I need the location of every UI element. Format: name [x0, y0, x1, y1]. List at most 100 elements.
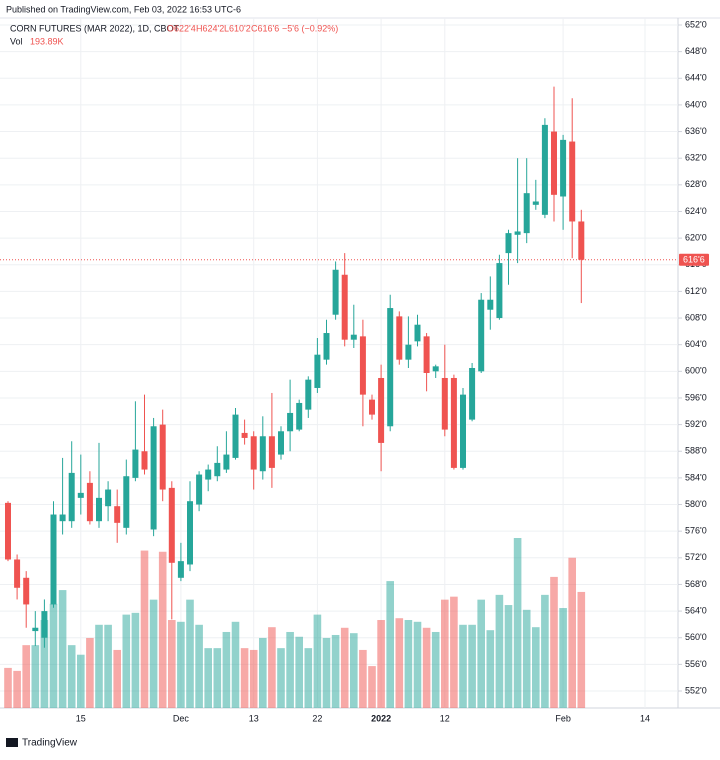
candle-body [423, 336, 430, 373]
volume-bar [495, 594, 504, 708]
y-tick-label: 564'0 [685, 605, 707, 615]
candle-body [378, 377, 385, 443]
volume-bar [186, 599, 194, 708]
ohlc-high: H624'2 [196, 23, 224, 33]
candle-body [59, 514, 66, 522]
candle-body [523, 193, 530, 234]
y-tick-label: 552'0 [685, 685, 707, 695]
candle-body [541, 124, 548, 215]
y-tick-label: 628'0 [685, 179, 707, 189]
candle-body [250, 436, 257, 470]
volume-bar [577, 591, 586, 708]
volume-bar [231, 621, 240, 708]
volume-bar [331, 634, 340, 708]
candle-body [77, 492, 84, 498]
y-tick-label: 620'0 [685, 232, 707, 242]
candle-body [196, 474, 203, 505]
vol-layer [4, 538, 586, 708]
volume-bar [86, 637, 94, 708]
candle-body [314, 354, 321, 388]
x-tick-label: 13 [249, 713, 259, 723]
volume-bar [122, 614, 131, 708]
candle-body [414, 324, 421, 342]
candle-body [159, 424, 166, 490]
candle-body [96, 497, 102, 522]
candle-body [278, 431, 284, 455]
volume-name: Vol [10, 36, 23, 46]
y-tick-label: 648'0 [685, 46, 707, 56]
volume-bar [268, 627, 276, 708]
x-tick-label: Feb [555, 713, 571, 723]
y-tick-label: 600'0 [685, 366, 707, 376]
candle-body [141, 451, 148, 470]
volume-bar [550, 576, 558, 708]
volume-bar [559, 608, 567, 708]
volume-bar [58, 590, 67, 708]
volume-bar [31, 645, 40, 708]
candle-body [405, 344, 412, 360]
volume-bar [149, 599, 158, 708]
volume-bar [568, 557, 576, 708]
candle-body [105, 489, 112, 507]
volume-bar [158, 551, 167, 708]
volume-bar [222, 631, 231, 708]
volume-bar [4, 667, 12, 708]
volume-bar [422, 627, 431, 708]
volume-bar [277, 648, 285, 708]
x-tick-label: 22 [312, 713, 322, 723]
volume-bar [177, 621, 185, 708]
volume-bar [368, 666, 376, 708]
candle-body [150, 426, 157, 530]
footer-text: TradingView [22, 738, 78, 749]
volume-bar [350, 633, 358, 708]
x-tick-label: 12 [440, 713, 450, 723]
candle-body [223, 454, 230, 470]
candle-body [514, 231, 521, 235]
candles-layer [5, 86, 585, 648]
volume-last: 193.89K [30, 36, 64, 46]
volume-bar [450, 596, 458, 708]
candle-body [123, 476, 130, 528]
candle-body [578, 221, 585, 260]
candle-body [268, 436, 275, 468]
y-tick-label: 588'0 [685, 446, 707, 456]
candle-body [441, 377, 448, 430]
volume-bar [140, 550, 149, 708]
y-tick-label: 652'0 [685, 19, 707, 29]
volume-bar [131, 612, 140, 708]
candle-body [32, 627, 39, 632]
candle-body [287, 412, 294, 432]
candle-body [168, 487, 175, 563]
volume-bar [504, 605, 513, 708]
candle-body [214, 462, 221, 477]
y-tick-label: 640'0 [685, 99, 707, 109]
volume-bar [532, 627, 540, 708]
y-tick-label: 560'0 [685, 632, 707, 642]
volume-bar [340, 627, 349, 708]
x-tick-label: 15 [76, 713, 86, 723]
volume-bar [240, 648, 249, 708]
last-price-label: 616'6 [683, 255, 705, 265]
candle-body [369, 399, 375, 415]
volume-bar [513, 538, 522, 708]
volume-bar [295, 636, 303, 708]
candle-body [450, 377, 457, 468]
candle-body [532, 201, 539, 205]
volume-bar [386, 581, 394, 708]
volume-bar [441, 599, 449, 708]
y-tick-label: 632'0 [685, 153, 707, 163]
volume-bar [286, 631, 294, 708]
candle-body [332, 269, 339, 315]
volume-bar [313, 614, 322, 708]
y-tick-label: 556'0 [685, 659, 707, 669]
volume-bar [477, 599, 485, 708]
volume-bar [95, 624, 103, 708]
candle-body [50, 514, 57, 605]
y-tick-label: 576'0 [685, 526, 707, 536]
candle-body [14, 559, 21, 588]
header: Published on TradingView.com, Feb 03, 20… [6, 4, 241, 14]
volume-bar [486, 630, 495, 708]
y-tick-label: 644'0 [685, 73, 707, 83]
candle-body [387, 308, 394, 427]
